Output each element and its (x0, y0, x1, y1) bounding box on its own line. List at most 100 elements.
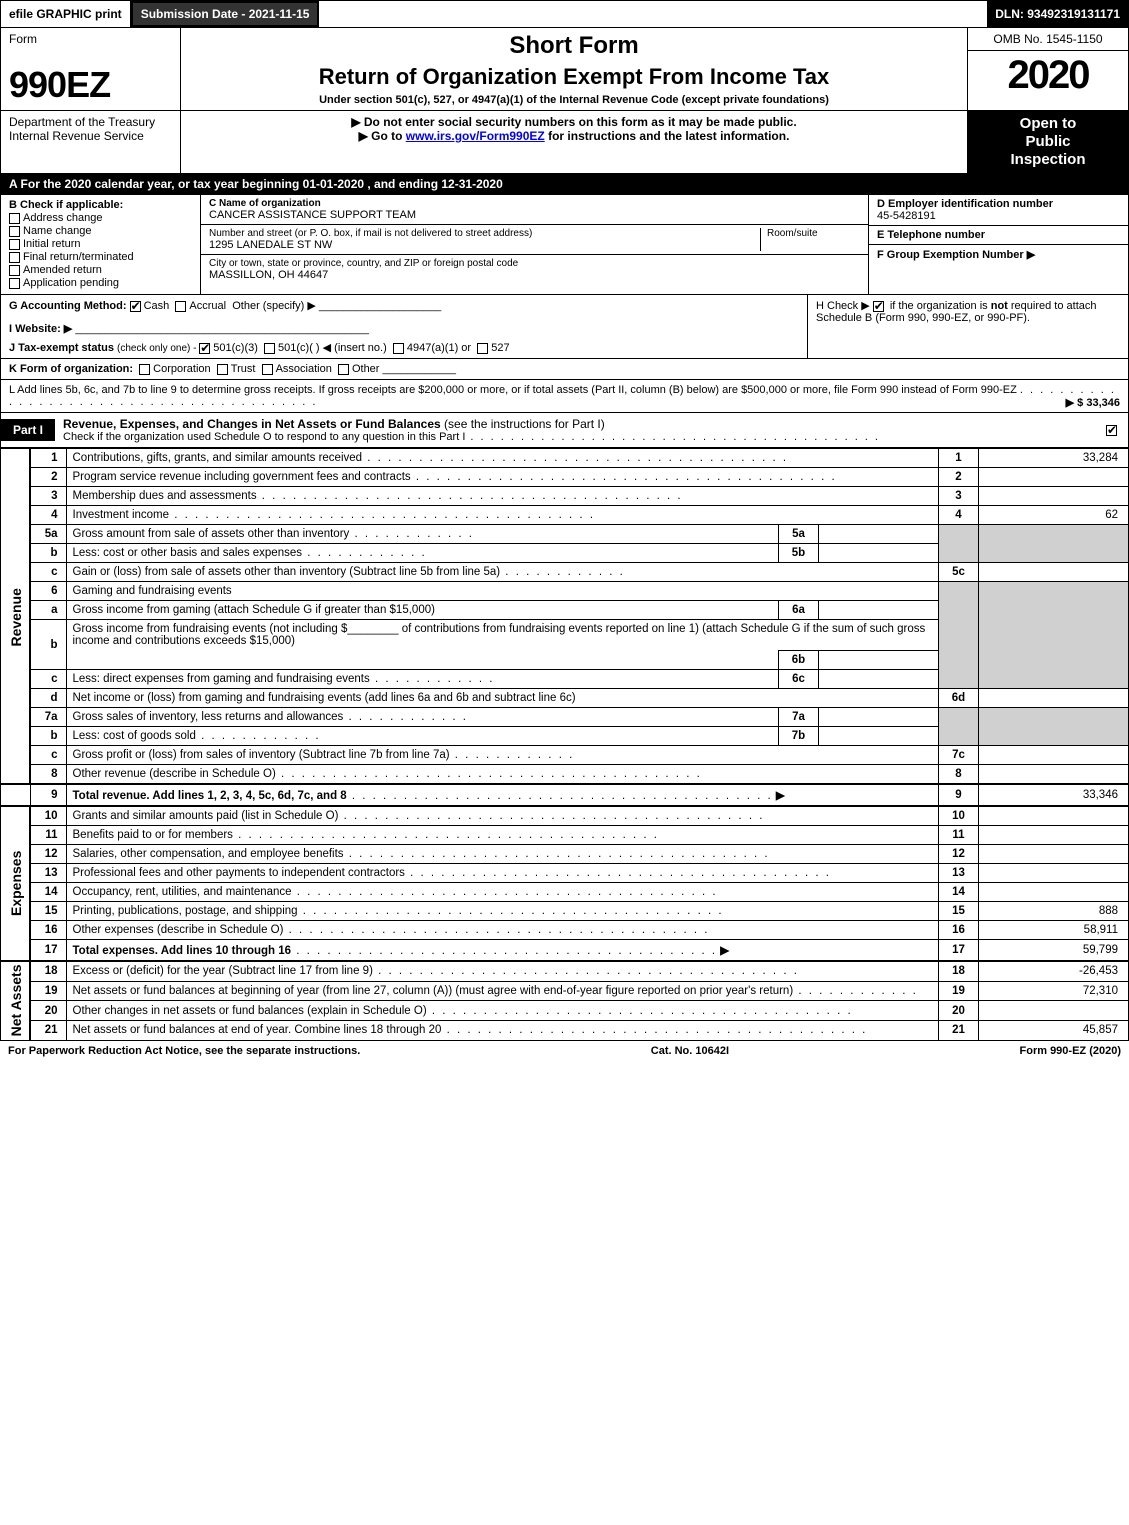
line-l-text: L Add lines 5b, 6c, and 7b to line 9 to … (9, 384, 1017, 396)
period-bar: A For the 2020 calendar year, or tax yea… (0, 174, 1129, 195)
chk-amended-return-label: Amended return (23, 264, 102, 276)
r16-desc: Other expenses (describe in Schedule O) (66, 921, 939, 940)
r4-num: 4 (30, 506, 66, 525)
footer-left: For Paperwork Reduction Act Notice, see … (8, 1045, 360, 1057)
r5a-num: 5a (30, 525, 66, 544)
chk-amended-return[interactable]: Amended return (9, 264, 192, 276)
r20-amt (979, 1001, 1129, 1021)
form-id-block: Form 990EZ (1, 28, 181, 110)
r11-amt (979, 826, 1129, 845)
r14-ln: 14 (939, 883, 979, 902)
r16-ln: 16 (939, 921, 979, 940)
chk-other-org[interactable] (338, 364, 349, 375)
line-j-sub: (check only one) - (117, 343, 199, 354)
chk-final-return[interactable]: Final return/terminated (9, 251, 192, 263)
box-c: C Name of organization CANCER ASSISTANCE… (201, 195, 868, 294)
lbl-assoc: Association (276, 363, 332, 375)
r5c-ln: 5c (939, 563, 979, 582)
part1-header: Part I Revenue, Expenses, and Changes in… (0, 413, 1129, 448)
r7b-desc: Less: cost of goods sold (66, 727, 779, 746)
form-title-block: Short Form Return of Organization Exempt… (181, 28, 968, 110)
chk-501c3[interactable] (199, 343, 210, 354)
org-addr: 1295 LANEDALE ST NW (209, 239, 760, 251)
r7c-ln: 7c (939, 746, 979, 765)
r6c-num: c (30, 670, 66, 689)
form-header: Form 990EZ Short Form Return of Organiza… (0, 28, 1129, 111)
r20-desc: Other changes in net assets or fund bala… (66, 1001, 939, 1021)
dept-block: Department of the Treasury Internal Reve… (1, 111, 181, 173)
chk-part1-schedule-o[interactable] (1106, 425, 1117, 436)
chk-application-pending[interactable]: Application pending (9, 277, 192, 289)
r9-ln: 9 (939, 784, 979, 806)
r7b-sub: 7b (779, 727, 819, 746)
r5a-sub: 5a (779, 525, 819, 544)
chk-trust[interactable] (217, 364, 228, 375)
r17-num: 17 (30, 940, 66, 962)
chk-4947[interactable] (393, 343, 404, 354)
chk-corp[interactable] (139, 364, 150, 375)
org-name-label: C Name of organization (209, 198, 860, 209)
r21-amt: 45,857 (979, 1021, 1129, 1041)
r13-desc: Professional fees and other payments to … (66, 864, 939, 883)
r4-amt: 62 (979, 506, 1129, 525)
r15-amt: 888 (979, 902, 1129, 921)
line-g-label: G Accounting Method: (9, 300, 127, 312)
r11-desc: Benefits paid to or for members (66, 826, 939, 845)
r2-num: 2 (30, 468, 66, 487)
r3-amt (979, 487, 1129, 506)
r6b-val (819, 651, 939, 670)
box-d-label: D Employer identification number (877, 198, 1120, 210)
r7a-num: 7a (30, 708, 66, 727)
r6-num: 6 (30, 582, 66, 601)
r6c-sub: 6c (779, 670, 819, 689)
r6b-num: b (30, 620, 66, 670)
line-h: H Check ▶ if the organization is not req… (808, 295, 1128, 358)
header-right: OMB No. 1545-1150 2020 (968, 28, 1128, 110)
chk-initial-return[interactable]: Initial return (9, 238, 192, 250)
chk-address-change[interactable]: Address change (9, 212, 192, 224)
r7a-val (819, 708, 939, 727)
r7ab-shade2 (979, 708, 1129, 746)
irs-link[interactable]: www.irs.gov/Form990EZ (406, 129, 545, 143)
r6b-desc2 (66, 651, 779, 670)
r1-desc: Contributions, gifts, grants, and simila… (66, 449, 939, 468)
r6a-sub: 6a (779, 601, 819, 620)
r5a-val (819, 525, 939, 544)
lines-table: Revenue 1 Contributions, gifts, grants, … (0, 448, 1129, 1041)
chk-accrual[interactable] (175, 301, 186, 312)
under-section: Under section 501(c), 527, or 4947(a)(1)… (189, 94, 959, 106)
chk-name-change[interactable]: Name change (9, 225, 192, 237)
chk-assoc[interactable] (262, 364, 273, 375)
r8-amt (979, 765, 1129, 785)
line-j-label: J Tax-exempt status (9, 342, 114, 354)
form-header-2: Department of the Treasury Internal Reve… (0, 111, 1129, 174)
lbl-accrual: Accrual (189, 300, 226, 312)
org-city: MASSILLON, OH 44647 (209, 269, 860, 281)
chk-address-change-label: Address change (23, 212, 103, 224)
page-footer: For Paperwork Reduction Act Notice, see … (0, 1041, 1129, 1061)
chk-line-h[interactable] (873, 301, 884, 312)
r9-desc: Total revenue. Add lines 1, 2, 3, 4, 5c,… (66, 784, 939, 806)
footer-center: Cat. No. 10642I (651, 1045, 729, 1057)
return-title: Return of Organization Exempt From Incom… (189, 64, 959, 90)
r2-ln: 2 (939, 468, 979, 487)
r10-ln: 10 (939, 806, 979, 826)
chk-501c[interactable] (264, 343, 275, 354)
line-k-label: K Form of organization: (9, 363, 133, 375)
r20-ln: 20 (939, 1001, 979, 1021)
lbl-corp: Corporation (153, 363, 210, 375)
r12-amt (979, 845, 1129, 864)
form-number: 990EZ (9, 64, 172, 106)
r17-desc: Total expenses. Add lines 10 through 16 (66, 940, 939, 962)
chk-527[interactable] (477, 343, 488, 354)
chk-cash[interactable] (130, 301, 141, 312)
r6a-num: a (30, 601, 66, 620)
r5ab-shade1 (939, 525, 979, 563)
sidelabel-netassets: Net Assets (1, 961, 31, 1040)
org-city-label: City or town, state or province, country… (209, 258, 860, 269)
line-h-not: not (991, 300, 1008, 312)
r4-desc: Investment income (66, 506, 939, 525)
r8-desc: Other revenue (describe in Schedule O) (66, 765, 939, 785)
line-g: G Accounting Method: Cash Accrual Other … (1, 295, 808, 358)
ein: 45-5428191 (877, 210, 1120, 222)
